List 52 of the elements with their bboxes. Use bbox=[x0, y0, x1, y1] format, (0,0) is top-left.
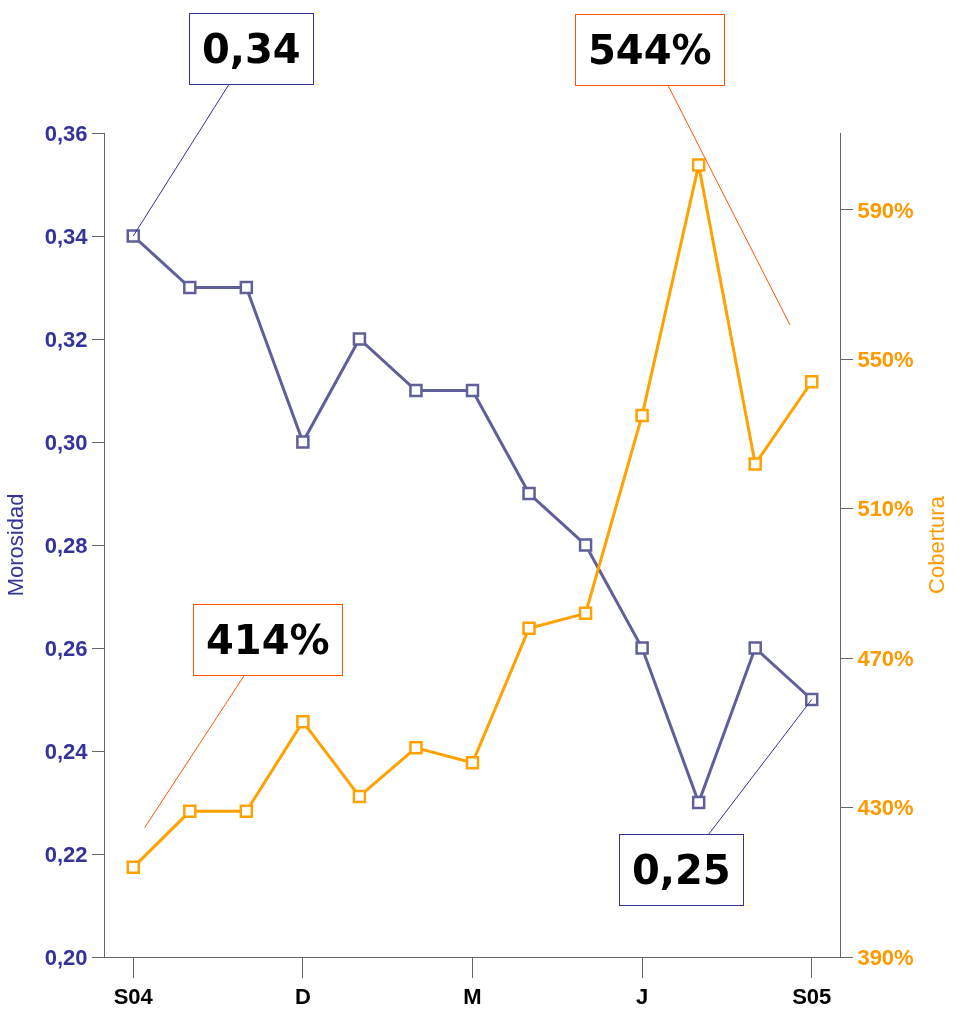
point bbox=[465, 383, 480, 398]
point bbox=[748, 457, 762, 471]
point bbox=[578, 606, 593, 621]
y-tick-label: 0,24 bbox=[44, 738, 89, 764]
annotation: 0,25 bbox=[632, 847, 731, 893]
annotation: 414% bbox=[206, 617, 330, 663]
y-tick-label: 0,20 bbox=[44, 944, 88, 970]
point bbox=[409, 383, 423, 398]
point bbox=[239, 804, 254, 819]
point bbox=[635, 641, 649, 655]
annotation: 0,34 bbox=[202, 26, 301, 72]
point bbox=[522, 486, 536, 501]
point bbox=[578, 538, 593, 552]
point bbox=[409, 741, 423, 755]
x-tick-label: J bbox=[635, 984, 649, 1010]
y2-tick-label: 550% bbox=[857, 347, 914, 373]
point bbox=[296, 714, 310, 729]
y-tick-label: 0,28 bbox=[44, 532, 88, 558]
text: 544% bbox=[588, 27, 712, 73]
point bbox=[183, 280, 197, 295]
point bbox=[522, 621, 536, 636]
y2-axis-title: Cobertura bbox=[923, 495, 949, 594]
point bbox=[296, 435, 310, 449]
y-tick-label: 0,30 bbox=[44, 429, 88, 455]
point bbox=[635, 408, 649, 423]
y2-tick-label: 590% bbox=[857, 197, 914, 223]
point bbox=[804, 692, 819, 707]
y2-tick-label: 470% bbox=[857, 645, 914, 671]
y-tick-label: 0,34 bbox=[44, 223, 89, 249]
y-tick-label: 0,36 bbox=[44, 120, 88, 146]
y2-tick-label: 430% bbox=[857, 795, 914, 821]
y2-tick-label: 510% bbox=[857, 496, 914, 522]
point bbox=[126, 229, 141, 243]
y-tick-label: 0,22 bbox=[44, 841, 88, 867]
x-tick-label: D bbox=[294, 984, 311, 1010]
x-tick-label: S05 bbox=[792, 984, 832, 1010]
point bbox=[352, 332, 367, 346]
point bbox=[804, 375, 819, 389]
y2-tick-label: 390% bbox=[857, 944, 914, 970]
y-axis-title: Morosidad bbox=[2, 493, 28, 597]
x-tick-label: S04 bbox=[113, 984, 154, 1010]
y-tick-label: 0,26 bbox=[44, 635, 88, 661]
point bbox=[126, 860, 141, 875]
point bbox=[239, 280, 254, 295]
x-tick-label: M bbox=[463, 984, 482, 1010]
point bbox=[691, 795, 706, 810]
point bbox=[465, 756, 480, 770]
y-tick-label: 0,32 bbox=[44, 326, 88, 352]
point bbox=[691, 158, 706, 172]
point bbox=[352, 789, 367, 804]
point bbox=[183, 804, 197, 819]
point bbox=[748, 641, 762, 655]
